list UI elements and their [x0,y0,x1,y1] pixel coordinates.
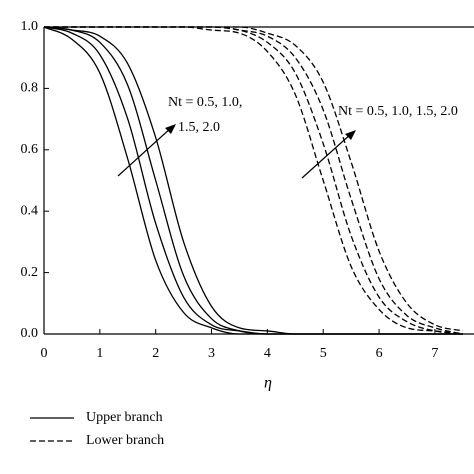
y-tick-label: 0.8 [21,81,39,96]
arrow [117,126,173,177]
y-tick-label: 0.2 [21,265,39,280]
series-line [43,26,463,335]
x-tick-label: 1 [96,346,103,361]
x-tick-label: 4 [264,346,271,361]
annotation: 1.5, 2.0 [178,120,220,135]
series-line [43,26,463,332]
series-line [43,26,463,335]
x-tick-label: 0 [41,346,48,361]
arrow-head [165,124,176,134]
y-tick-label: 0.0 [21,326,39,341]
x-tick-label: 5 [320,346,327,361]
y-tick-label: 1.0 [21,19,39,34]
x-tick-label: 7 [431,346,438,361]
arrow-head [345,130,356,140]
series-line [43,26,463,335]
series-line [43,26,463,335]
legend-label: Upper branch [86,410,163,425]
y-tick-label: 0.4 [21,203,39,218]
x-axis-label: η [264,375,272,392]
legend-label: Lower branch [86,433,164,448]
series-line [43,26,463,335]
series-line [43,26,463,335]
annotation: Nt = 0.5, 1.0, 1.5, 2.0 [338,104,458,119]
series-line [43,26,463,335]
x-tick-label: 2 [152,346,159,361]
y-tick-label: 0.6 [21,142,39,157]
annotation: Nt = 0.5, 1.0, [168,95,242,110]
x-tick-label: 6 [376,346,383,361]
x-tick-label: 3 [208,346,215,361]
